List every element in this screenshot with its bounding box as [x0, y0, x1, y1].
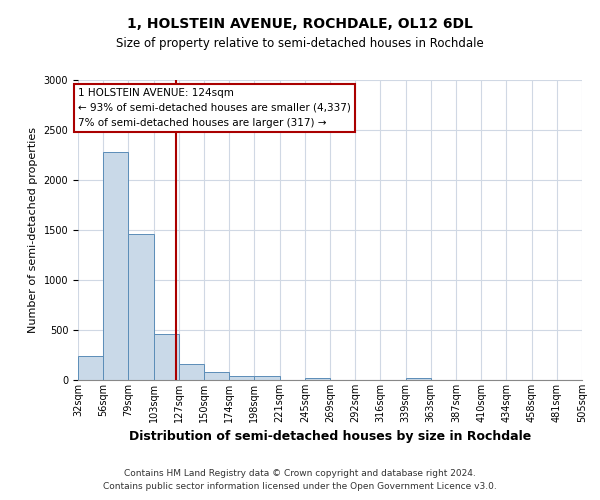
Text: 1 HOLSTEIN AVENUE: 124sqm
← 93% of semi-detached houses are smaller (4,337)
7% o: 1 HOLSTEIN AVENUE: 124sqm ← 93% of semi-… [78, 88, 351, 128]
Bar [128, 234, 154, 380]
Bar [204, 372, 229, 380]
Text: Size of property relative to semi-detached houses in Rochdale: Size of property relative to semi-detach… [116, 38, 484, 51]
Bar [406, 378, 431, 380]
Text: 1, HOLSTEIN AVENUE, ROCHDALE, OL12 6DL: 1, HOLSTEIN AVENUE, ROCHDALE, OL12 6DL [127, 18, 473, 32]
Bar [179, 364, 204, 380]
Bar [229, 376, 254, 380]
Bar [78, 356, 103, 380]
X-axis label: Distribution of semi-detached houses by size in Rochdale: Distribution of semi-detached houses by … [129, 430, 531, 444]
Bar [103, 152, 128, 380]
Text: Contains HM Land Registry data © Crown copyright and database right 2024.: Contains HM Land Registry data © Crown c… [124, 468, 476, 477]
Bar [254, 376, 280, 380]
Bar [305, 378, 330, 380]
Y-axis label: Number of semi-detached properties: Number of semi-detached properties [28, 127, 38, 333]
Text: Contains public sector information licensed under the Open Government Licence v3: Contains public sector information licen… [103, 482, 497, 491]
Bar [154, 334, 179, 380]
